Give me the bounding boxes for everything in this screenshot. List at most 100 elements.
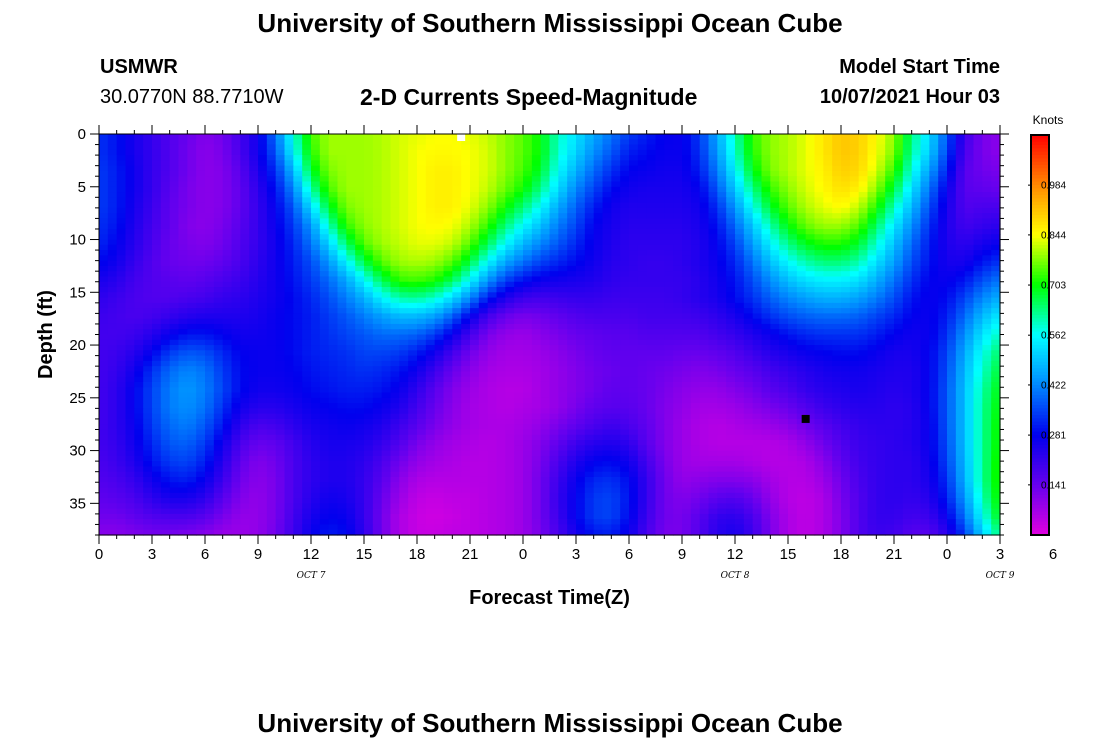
heatmap-cell xyxy=(558,176,568,183)
heatmap-cell xyxy=(902,287,913,293)
heatmap-cell xyxy=(505,149,515,156)
heatmap-cell xyxy=(213,345,224,351)
heatmap-cell xyxy=(770,308,780,314)
heatmap-cell xyxy=(99,318,109,325)
heatmap-cell xyxy=(752,329,763,336)
heatmap-cell xyxy=(355,170,365,177)
heatmap-cell xyxy=(116,339,127,346)
heatmap-cell xyxy=(478,244,489,251)
heatmap-cell xyxy=(266,155,277,161)
heatmap-cell xyxy=(408,255,418,262)
heatmap-cell xyxy=(222,387,233,394)
heatmap-cell xyxy=(531,186,542,193)
heatmap-cell xyxy=(478,318,489,325)
heatmap-cell xyxy=(788,202,798,209)
heatmap-cell xyxy=(726,250,736,256)
heatmap-cell xyxy=(805,318,816,325)
heatmap-cell xyxy=(187,345,197,351)
heatmap-cell xyxy=(876,192,886,198)
heatmap-cell xyxy=(337,318,347,325)
heatmap-cell xyxy=(116,181,127,188)
heatmap-cell xyxy=(355,334,365,341)
heatmap-cell xyxy=(867,334,877,341)
heatmap-cell xyxy=(664,260,674,267)
heatmap-cell xyxy=(205,381,215,388)
heatmap-cell xyxy=(275,339,286,346)
heatmap-cell xyxy=(885,265,895,272)
heatmap-cell xyxy=(328,192,339,198)
heatmap-cell xyxy=(152,271,162,278)
heatmap-cell xyxy=(682,250,692,256)
heatmap-cell xyxy=(487,223,498,230)
heatmap-cell xyxy=(258,381,268,388)
heatmap-cell xyxy=(955,228,966,235)
heatmap-cell xyxy=(770,271,780,278)
heatmap-cell xyxy=(328,381,339,388)
heatmap-cell xyxy=(302,250,312,256)
heatmap-cell xyxy=(593,318,604,325)
heatmap-cell xyxy=(523,213,533,220)
heatmap-cell xyxy=(408,297,418,304)
heatmap-cell xyxy=(337,323,347,330)
heatmap-cell xyxy=(673,360,683,367)
heatmap-cell xyxy=(876,144,886,151)
heatmap-cell xyxy=(849,228,860,235)
heatmap-cell xyxy=(417,134,427,140)
heatmap-cell xyxy=(116,371,127,378)
heatmap-cell xyxy=(505,276,515,283)
heatmap-cell xyxy=(664,155,674,161)
heatmap-cell xyxy=(116,350,127,357)
heatmap-cell xyxy=(443,176,453,183)
heatmap-cell xyxy=(982,139,992,146)
heatmap-cell xyxy=(284,292,294,299)
heatmap-cell xyxy=(293,355,303,362)
heatmap-cell xyxy=(178,197,188,204)
heatmap-cell xyxy=(487,387,498,394)
heatmap-cell xyxy=(311,260,321,267)
heatmap-cell xyxy=(699,192,710,198)
heatmap-cell xyxy=(770,355,780,362)
heatmap-cell xyxy=(125,308,135,314)
heatmap-cell xyxy=(690,281,701,288)
heatmap-cell xyxy=(735,144,745,151)
heatmap-cell xyxy=(408,318,418,325)
heatmap-cell xyxy=(514,287,524,293)
heatmap-cell xyxy=(487,276,498,283)
heatmap-cell xyxy=(319,255,330,262)
heatmap-cell xyxy=(841,250,851,256)
heatmap-cell xyxy=(576,139,586,146)
heatmap-cell xyxy=(929,366,939,373)
heatmap-cell xyxy=(99,308,109,314)
heatmap-cell xyxy=(894,329,904,336)
heatmap-cell xyxy=(876,271,886,278)
heatmap-cell xyxy=(699,376,710,383)
heatmap-cell xyxy=(408,350,418,357)
heatmap-cell xyxy=(646,139,657,146)
heatmap-cell xyxy=(743,302,754,309)
heatmap-cell xyxy=(593,144,604,151)
heatmap-cell xyxy=(328,281,339,288)
heatmap-cell xyxy=(920,355,930,362)
heatmap-cell xyxy=(947,260,957,267)
heatmap-cell xyxy=(664,197,674,204)
heatmap-cell xyxy=(629,297,639,304)
heatmap-cell xyxy=(222,260,233,267)
heatmap-cell xyxy=(584,149,595,156)
heatmap-cell xyxy=(205,144,215,151)
heatmap-cell xyxy=(531,207,542,214)
heatmap-cell xyxy=(567,360,577,367)
heatmap-cell xyxy=(461,213,471,220)
heatmap-cell xyxy=(991,329,1001,336)
heatmap-cell xyxy=(364,318,374,325)
heatmap-cell xyxy=(973,350,983,357)
heatmap-cell xyxy=(328,350,339,357)
heatmap-cell xyxy=(258,134,268,140)
heatmap-cell xyxy=(213,149,224,156)
heatmap-cell xyxy=(867,213,877,220)
heatmap-cell xyxy=(938,250,948,256)
heatmap-cell xyxy=(196,176,206,183)
heatmap-cell xyxy=(231,155,241,161)
heatmap-cell xyxy=(796,255,807,262)
heatmap-cell xyxy=(240,345,250,351)
heatmap-cell xyxy=(196,276,206,283)
